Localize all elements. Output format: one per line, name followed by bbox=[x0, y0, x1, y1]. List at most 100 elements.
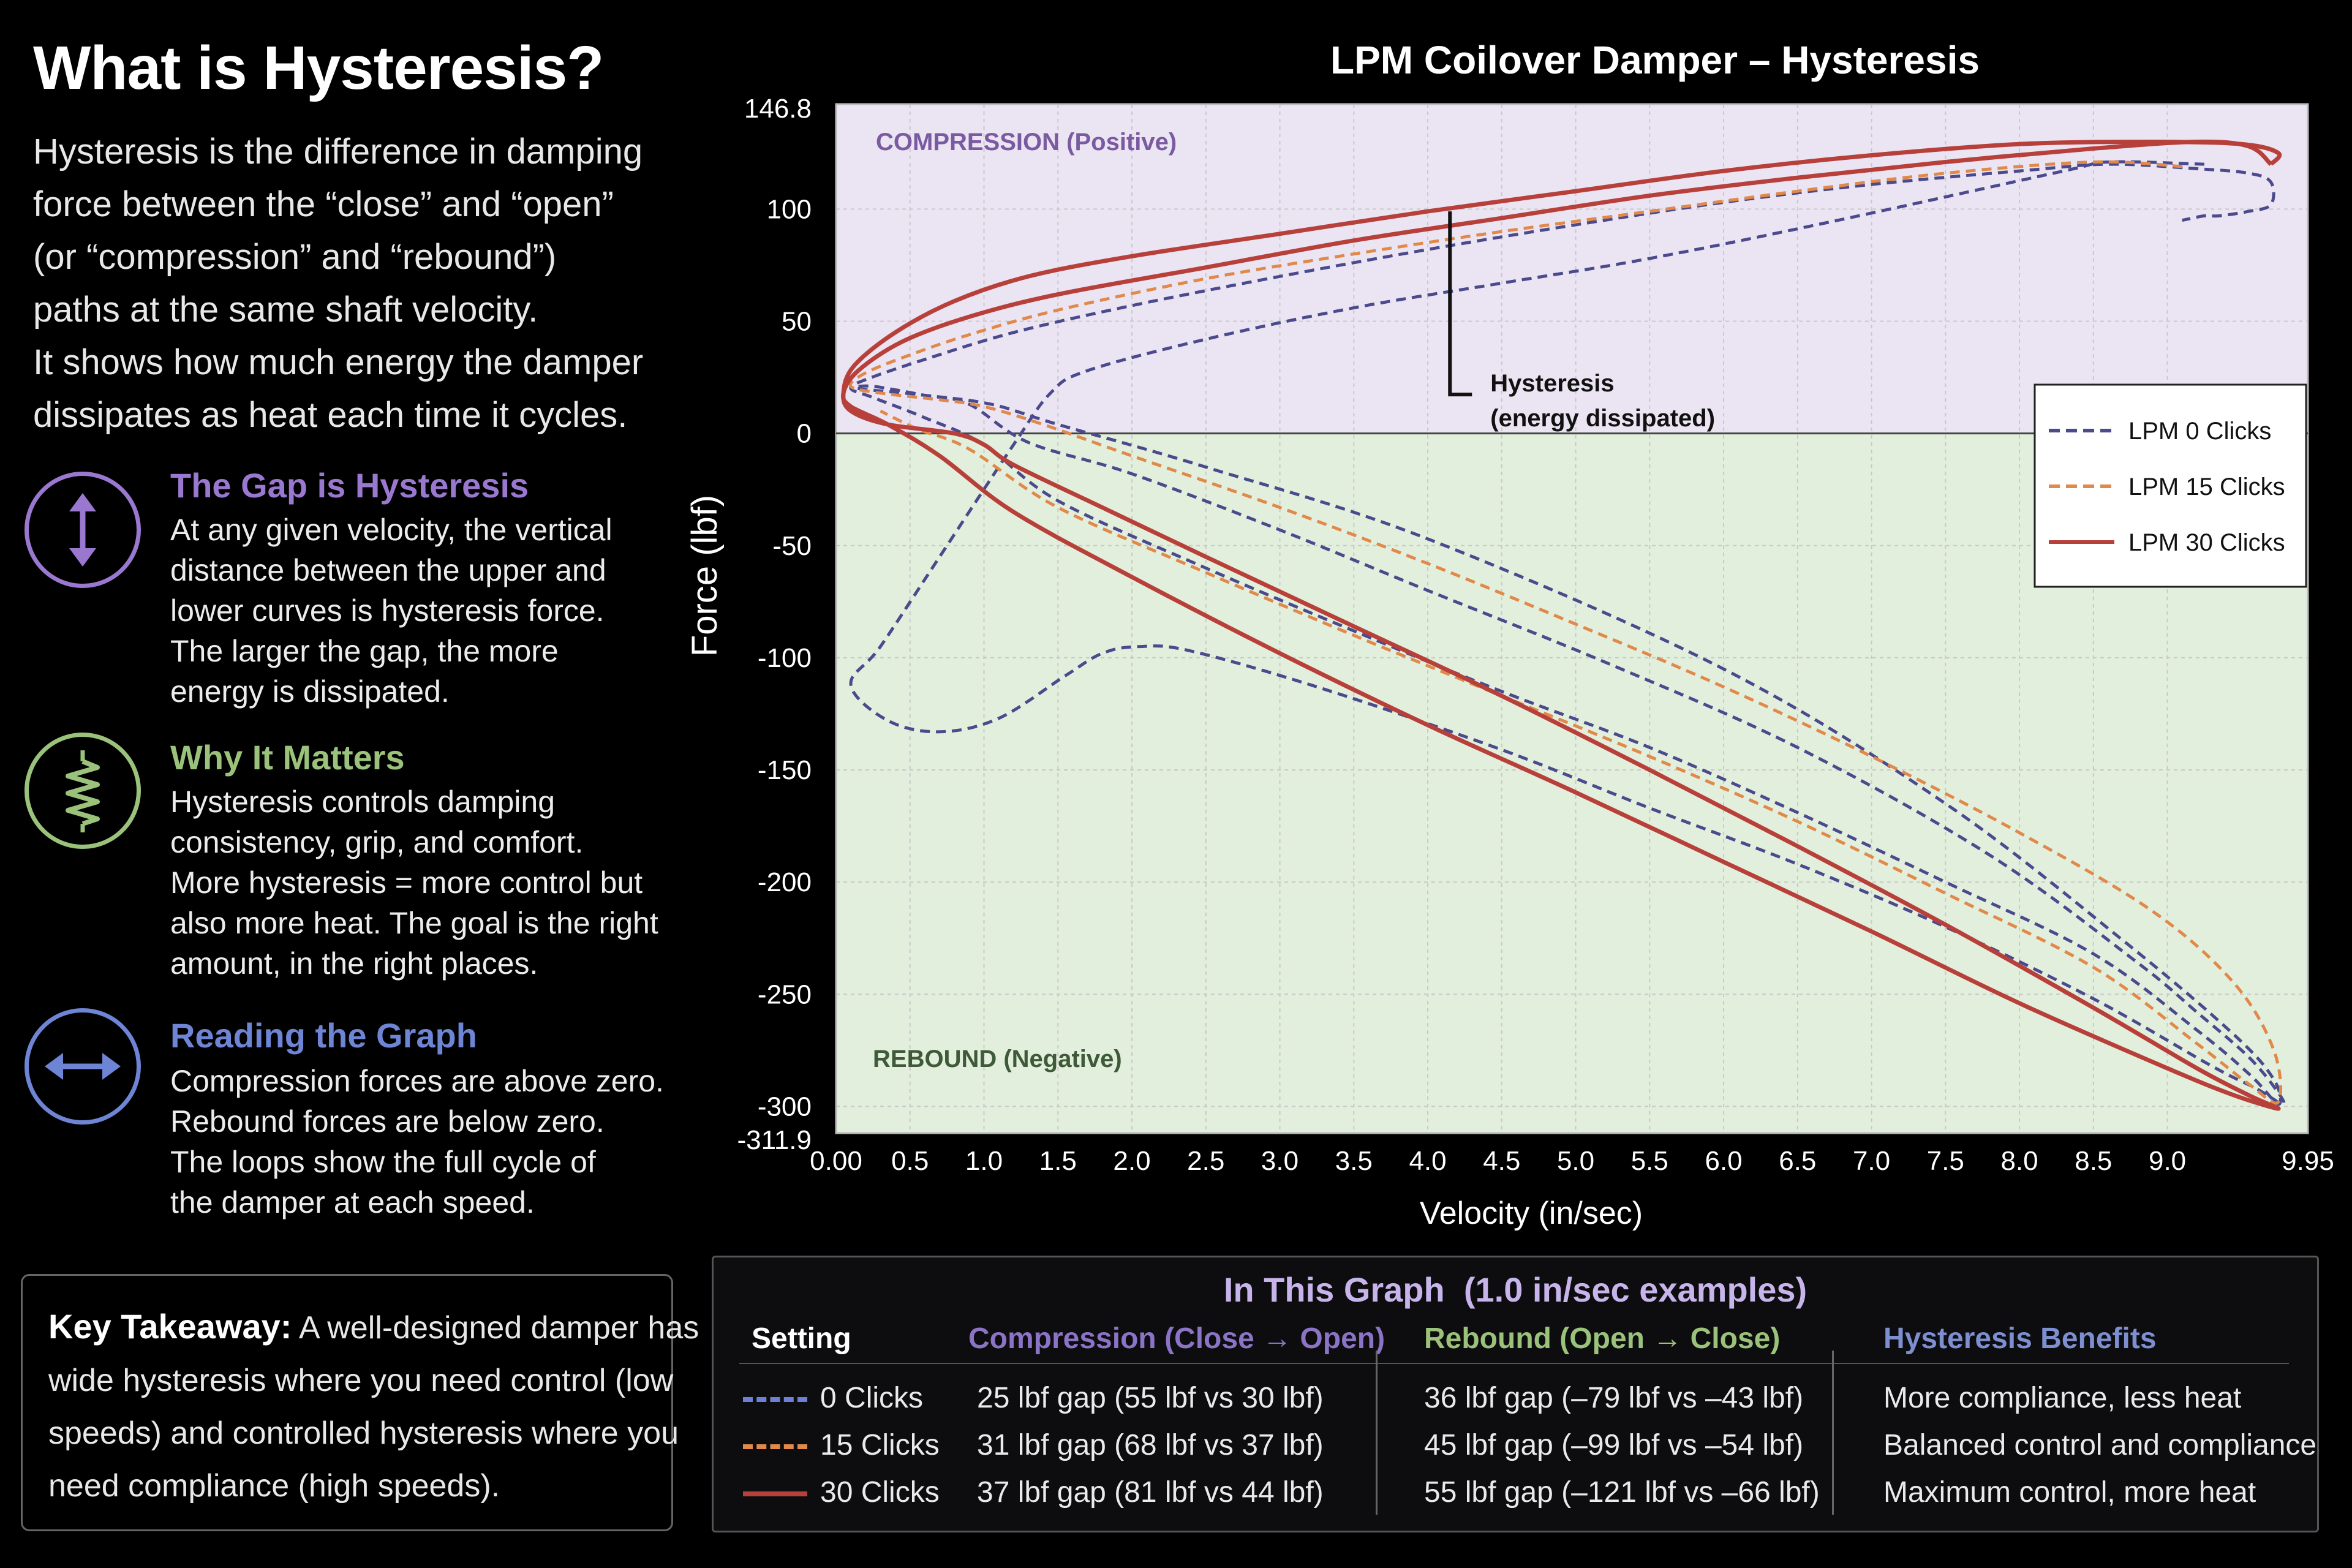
hysteresis-chart: LPM Coilover Damper – Hysteresis COMPRES… bbox=[685, 38, 2334, 1231]
compression-label: COMPRESSION (Positive) bbox=[876, 129, 1177, 156]
row-compression: 31 lbf gap (68 lbf vs 37 lbf) bbox=[977, 1429, 1324, 1461]
series-layer bbox=[840, 139, 2286, 1111]
x-axis-label: Velocity (in/sec) bbox=[1420, 1196, 1643, 1231]
header-setting: Setting bbox=[752, 1322, 851, 1355]
x-tick-label: 2.0 bbox=[1113, 1146, 1150, 1176]
horizontal-arrows-icon bbox=[24, 1008, 141, 1125]
summary-table: In This Graph (1.0 in/sec examples) Sett… bbox=[712, 1256, 2319, 1532]
x-tick-label: 0.00 bbox=[810, 1146, 862, 1176]
x-tick-label: 4.0 bbox=[1409, 1146, 1446, 1176]
legend-label-lpm0: LPM 0 Clicks bbox=[2128, 418, 2271, 445]
row-setting: 0 Clicks bbox=[820, 1382, 924, 1414]
row-rebound: 36 lbf gap (–79 lbf vs –43 lbf) bbox=[1424, 1382, 1804, 1414]
series-line-0 bbox=[849, 160, 2286, 1106]
x-tick-label: 9.95 bbox=[2282, 1146, 2334, 1176]
annotation-label: Hysteresis bbox=[1490, 370, 1614, 397]
row-rebound: 55 lbf gap (–121 lbf vs –66 lbf) bbox=[1424, 1476, 1820, 1509]
block-line: also more heat. The goal is the right bbox=[170, 906, 658, 940]
intro-text: Hysteresis is the difference in damping … bbox=[33, 126, 682, 442]
table-title: In This Graph (1.0 in/sec examples) bbox=[714, 1270, 2317, 1310]
takeaway-line: wide hysteresis where you need control (… bbox=[48, 1363, 674, 1398]
table-header-rule bbox=[739, 1363, 2289, 1364]
x-tick-label: 8.5 bbox=[2075, 1146, 2112, 1176]
y-tick-label: -311.9 bbox=[737, 1125, 812, 1155]
spring-icon bbox=[24, 733, 141, 849]
annotation-sublabel: (energy dissipated) bbox=[1490, 405, 1715, 432]
vertical-arrows-icon bbox=[24, 472, 141, 588]
block-line: energy is dissipated. bbox=[170, 674, 450, 709]
row-compression: 25 lbf gap (55 lbf vs 30 lbf) bbox=[977, 1382, 1324, 1414]
intro-line: dissipates as heat each time it cycles. bbox=[33, 395, 628, 435]
block-title: The Gap is Hysteresis bbox=[170, 466, 529, 505]
takeaway-line: speeds) and controlled hysteresis where … bbox=[48, 1415, 679, 1451]
table-title-main: In This Graph bbox=[1223, 1270, 1445, 1309]
block-line: the damper at each speed. bbox=[170, 1185, 535, 1219]
legend-label-lpm15: LPM 15 Clicks bbox=[2128, 473, 2285, 500]
y-tick-label: 146.8 bbox=[744, 94, 812, 124]
x-tick-label: 8.0 bbox=[2000, 1146, 2038, 1176]
x-tick-label: 7.5 bbox=[1927, 1146, 1964, 1176]
x-tick-label: 1.5 bbox=[1039, 1146, 1077, 1176]
swatch-lpm0 bbox=[743, 1397, 807, 1402]
y-tick-label: -100 bbox=[758, 643, 812, 673]
intro-line: It shows how much energy the damper bbox=[33, 342, 644, 382]
y-tick-label: -200 bbox=[758, 867, 812, 897]
y-tick-label: -300 bbox=[758, 1091, 812, 1121]
block-body: Hysteresis controls damping consistency,… bbox=[170, 782, 685, 984]
block-line: lower curves is hysteresis force. bbox=[170, 594, 605, 628]
intro-line: Hysteresis is the difference in damping bbox=[33, 132, 643, 172]
x-tick-label: 5.5 bbox=[1631, 1146, 1668, 1176]
swatch-lpm15 bbox=[743, 1444, 807, 1449]
block-title: Why It Matters bbox=[170, 738, 405, 777]
block-line: The loops show the full cycle of bbox=[170, 1145, 596, 1179]
column-divider bbox=[1376, 1351, 1378, 1515]
page-title: What is Hysteresis? bbox=[33, 34, 604, 102]
x-tick-label: 6.0 bbox=[1705, 1146, 1742, 1176]
legend-label-lpm30: LPM 30 Clicks bbox=[2128, 529, 2285, 556]
block-line: The larger the gap, the more bbox=[170, 634, 559, 668]
takeaway-label: Key Takeaway: bbox=[48, 1307, 292, 1346]
block-line: Compression forces are above zero. bbox=[170, 1064, 664, 1098]
block-body: Compression forces are above zero. Rebou… bbox=[170, 1061, 685, 1223]
block-line: distance between the upper and bbox=[170, 553, 606, 587]
compression-region bbox=[836, 104, 2308, 434]
header-benefits: Hysteresis Benefits bbox=[1883, 1322, 2157, 1355]
row-rebound: 45 lbf gap (–99 lbf vs –54 lbf) bbox=[1424, 1429, 1804, 1461]
y-tick-label: -250 bbox=[758, 979, 812, 1009]
x-tick-label: 9.0 bbox=[2149, 1146, 2186, 1176]
takeaway-line: A well-designed damper has bbox=[292, 1310, 699, 1346]
row-compression: 37 lbf gap (81 lbf vs 44 lbf) bbox=[977, 1476, 1324, 1509]
series-line-1 bbox=[848, 160, 2283, 1105]
chart-legend: LPM 0 Clicks LPM 15 Clicks LPM 30 Clicks bbox=[2034, 383, 2307, 588]
x-tick-label: 2.5 bbox=[1187, 1146, 1224, 1176]
row-setting: 15 Clicks bbox=[820, 1429, 940, 1461]
row-benefits: More compliance, less heat bbox=[1883, 1382, 2242, 1414]
plot-frame bbox=[835, 103, 2309, 1134]
block-body: At any given velocity, the vertical dist… bbox=[170, 510, 685, 712]
y-tick-label: -50 bbox=[772, 531, 812, 561]
key-takeaway-box: Key Takeaway: A well-designed damper has… bbox=[21, 1274, 699, 1531]
x-tick-label: 4.5 bbox=[1483, 1146, 1520, 1176]
hysteresis-annotation: Hysteresis (energy dissipated) bbox=[1448, 211, 1715, 432]
y-tick-label: 0 bbox=[797, 419, 812, 449]
chart-title: LPM Coilover Damper – Hysteresis bbox=[1330, 38, 1980, 82]
table-title-sub: (1.0 in/sec examples) bbox=[1463, 1270, 1807, 1309]
block-line: More hysteresis = more control but bbox=[170, 865, 643, 900]
block-line: Rebound forces are below zero. bbox=[170, 1104, 605, 1139]
intro-line: (or “compression” and “rebound”) bbox=[33, 237, 557, 277]
series-line-2 bbox=[840, 139, 2282, 1111]
y-tick-label: 50 bbox=[782, 307, 812, 337]
x-tick-label: 0.5 bbox=[891, 1146, 929, 1176]
column-divider bbox=[1832, 1351, 1834, 1515]
y-tick-label: -150 bbox=[758, 755, 812, 785]
x-tick-label: 7.0 bbox=[1853, 1146, 1890, 1176]
row-benefits: Maximum control, more heat bbox=[1883, 1476, 2256, 1509]
swatch-lpm30 bbox=[743, 1491, 807, 1496]
x-tick-label: 1.0 bbox=[965, 1146, 1003, 1176]
header-rebound: Rebound (Open → Close) bbox=[1424, 1322, 1781, 1355]
block-line: At any given velocity, the vertical bbox=[170, 513, 612, 547]
takeaway-line: need compliance (high speeds). bbox=[48, 1468, 500, 1504]
x-tick-label: 6.5 bbox=[1779, 1146, 1816, 1176]
rebound-label: REBOUND (Negative) bbox=[873, 1046, 1122, 1072]
y-tick-label: 100 bbox=[767, 194, 812, 224]
